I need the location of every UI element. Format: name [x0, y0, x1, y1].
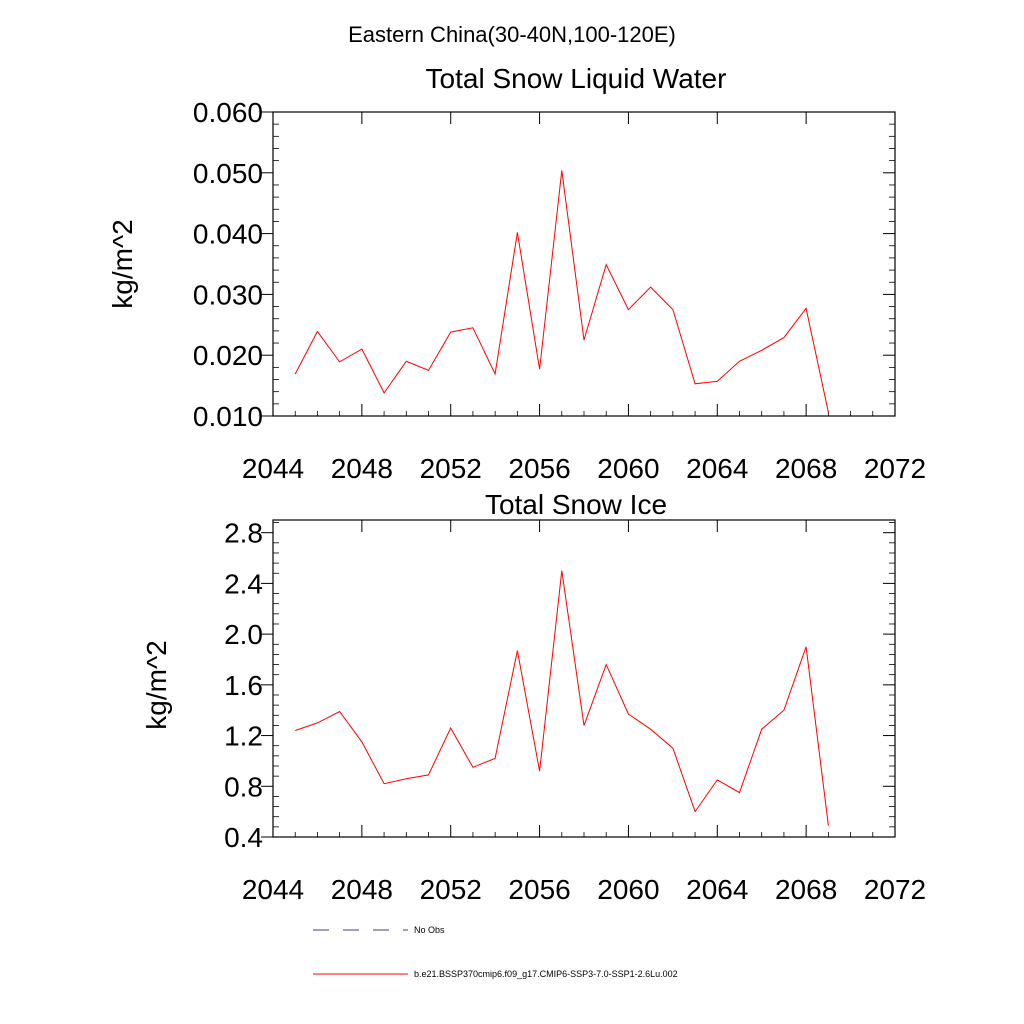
y-tick-label: 0.4 [224, 822, 263, 853]
panel-snow-ice: Total Snow Ice kg/m^2 2044 2048 2052 2056 20… [141, 489, 926, 905]
y-tick-label: 0.030 [193, 279, 263, 310]
x-tick-label: 2060 [597, 453, 659, 484]
x-tick-label: 2056 [508, 874, 570, 905]
x-tick-label: 2072 [864, 453, 926, 484]
y-tick-label: 0.060 [193, 97, 263, 128]
x-tick-label: 2060 [597, 874, 659, 905]
figure-super-title: Eastern China(30-40N,100-120E) [348, 22, 676, 47]
panel-snow-liquid-water: Total Snow Liquid Water kg/m^2 2044 2048 2… [107, 63, 926, 484]
y-tick-label: 0.050 [193, 158, 263, 189]
x-tick-label: 2048 [331, 453, 393, 484]
x-tick-label: 2048 [331, 874, 393, 905]
panel-title: Total Snow Ice [485, 489, 667, 520]
y-tick-label: 2.4 [224, 568, 263, 599]
y-tick-label: 2.0 [224, 619, 263, 650]
y-tick-label: 0.020 [193, 340, 263, 371]
y-tick-label: 2.8 [224, 518, 263, 549]
x-tick-label: 2056 [508, 453, 570, 484]
plot-frame [272, 519, 896, 838]
x-tick-label: 2072 [864, 874, 926, 905]
y-tick-label: 0.010 [193, 401, 263, 432]
y-tick-label: 0.8 [224, 771, 263, 802]
legend-label-no-obs: No Obs [414, 925, 445, 935]
y-axis-label: kg/m^2 [141, 640, 172, 729]
x-tick-label: 2068 [775, 453, 837, 484]
y-tick-label: 1.6 [224, 670, 263, 701]
plot-frame [272, 111, 896, 417]
x-tick-label: 2052 [420, 453, 482, 484]
x-tick-label: 2044 [242, 874, 304, 905]
x-tick-label: 2064 [686, 874, 748, 905]
x-tick-label: 2044 [242, 453, 304, 484]
y-axis-label: kg/m^2 [107, 219, 138, 308]
y-tick-label: 0.040 [193, 219, 263, 250]
series-line [295, 570, 829, 826]
x-tick-label: 2064 [686, 453, 748, 484]
x-tick-label: 2052 [420, 874, 482, 905]
panel-title: Total Snow Liquid Water [426, 63, 727, 94]
legend: No Obs b.e21.BSSP370cmip6.f09_g17.CMIP6-… [313, 925, 678, 979]
series-line [294, 170, 829, 413]
x-tick-label: 2068 [775, 874, 837, 905]
y-tick-label: 1.2 [224, 721, 263, 752]
legend-label-model: b.e21.BSSP370cmip6.f09_g17.CMIP6-SSP3-7.… [414, 969, 678, 979]
